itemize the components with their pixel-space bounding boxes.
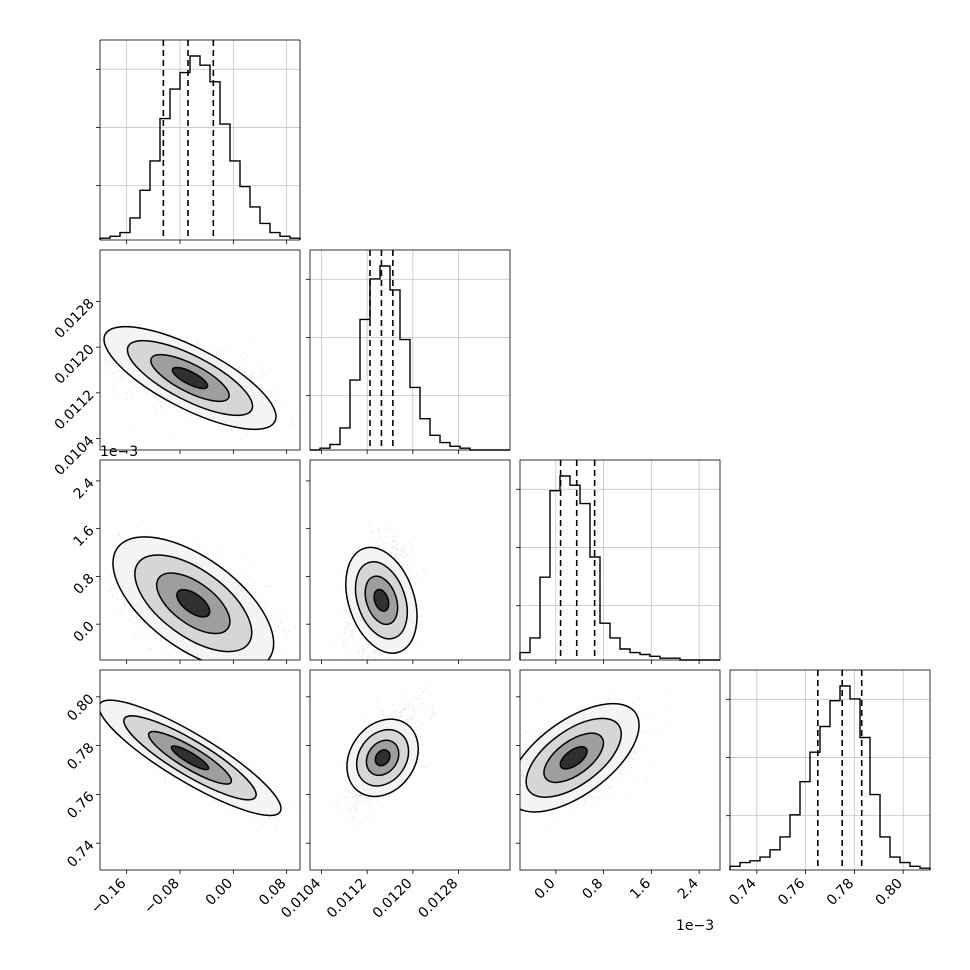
x-tick-label-2-1: 0.8 <box>579 876 606 903</box>
panel-frame <box>309 669 511 871</box>
panel-frame <box>309 249 511 451</box>
x-offset-label: 1e−3 <box>676 918 714 934</box>
x-tick-label-1-0: 0.0104 <box>278 875 324 921</box>
panel-frame <box>519 459 721 661</box>
panel-2-0-content <box>100 524 300 660</box>
x-tick-label-0-1: −0.08 <box>141 876 183 918</box>
x-tick-label-3-0: 0.74 <box>726 875 759 908</box>
x-tick-label-3-1: 0.76 <box>775 875 808 908</box>
panel-frame <box>99 39 301 241</box>
x-tick-label-3-2: 0.78 <box>824 876 857 909</box>
y-tick-label-2-0: 0.0 <box>71 619 98 646</box>
y-offset-label: 1e−3 <box>100 444 138 460</box>
panel-3-0-content <box>100 698 300 830</box>
histogram-steps <box>310 265 510 451</box>
x-tick-label-1-2: 0.0120 <box>370 876 416 922</box>
y-tick-label-1-2: 0.0120 <box>52 341 98 387</box>
panel-frame <box>309 459 511 661</box>
histogram-steps <box>99 55 301 240</box>
panel-3-1 <box>309 669 511 871</box>
panel-3-0 <box>99 669 301 871</box>
panel-3-2 <box>519 669 721 871</box>
panel-2-0 <box>99 459 301 661</box>
panel-frame <box>519 669 721 871</box>
y-tick-label-3-2: 0.78 <box>64 740 97 773</box>
x-tick-label-2-2: 1.6 <box>627 875 654 902</box>
panel-2-1-content <box>329 516 429 660</box>
panel-2-1 <box>309 459 511 661</box>
histogram-panel-1 <box>306 249 511 451</box>
y-tick-label-1-1: 0.0112 <box>52 387 98 433</box>
x-tick-label-1-3: 0.0128 <box>415 876 461 922</box>
y-tick-label-2-2: 1.6 <box>71 523 98 550</box>
y-tick-label-1-3: 0.0128 <box>52 296 98 342</box>
y-tick-label-1-0: 0.0104 <box>52 433 98 479</box>
panel-3-2-content <box>520 680 671 832</box>
histogram-steps <box>519 475 720 661</box>
histogram-panel-3 <box>726 669 931 871</box>
histogram-steps <box>729 685 931 870</box>
x-tick-label-1-1: 0.0112 <box>324 875 370 921</box>
y-tick-label-3-1: 0.76 <box>64 789 97 822</box>
panel-1-0 <box>99 249 301 451</box>
x-tick-label-2-3: 2.4 <box>675 875 702 902</box>
x-tick-label-0-0: −0.16 <box>88 875 130 917</box>
panel-frame <box>729 669 931 871</box>
contour-level-4 <box>171 366 209 390</box>
contour-level-4 <box>373 588 390 612</box>
panel-3-1-content <box>332 684 435 829</box>
x-tick-label-3-3: 0.80 <box>873 876 906 909</box>
x-tick-label-2-0: 0.0 <box>532 875 559 902</box>
histogram-panel-2 <box>516 459 721 661</box>
y-tick-label-3-3: 0.80 <box>64 691 97 724</box>
panel-1-0-content <box>100 325 300 441</box>
panel-frame <box>99 459 301 661</box>
y-tick-label-2-1: 0.8 <box>71 571 98 598</box>
contour-level-4 <box>176 588 211 618</box>
x-tick-label-0-2: 0.00 <box>203 875 236 908</box>
histogram-panel-0 <box>96 39 301 241</box>
y-tick-label-3-0: 0.74 <box>64 837 97 870</box>
contour-level-4 <box>559 745 588 770</box>
contour-level-4 <box>170 745 210 771</box>
panel-frame <box>99 249 301 451</box>
y-tick-label-2-3: 2.4 <box>71 475 98 502</box>
contour-level-4 <box>374 749 391 767</box>
panel-frame <box>99 669 301 871</box>
